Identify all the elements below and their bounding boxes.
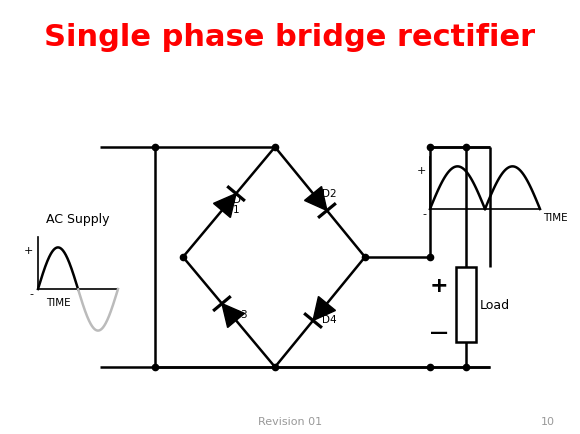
- Text: TIME: TIME: [543, 213, 568, 223]
- Polygon shape: [222, 304, 245, 328]
- Polygon shape: [304, 187, 327, 211]
- Polygon shape: [313, 297, 335, 321]
- Text: —: —: [430, 323, 448, 341]
- Text: +: +: [24, 246, 33, 256]
- Text: D
1: D 1: [233, 194, 241, 215]
- Text: 10: 10: [541, 416, 555, 426]
- Text: D3: D3: [233, 309, 248, 319]
- Text: +: +: [429, 275, 448, 295]
- Text: D2: D2: [322, 188, 336, 198]
- Text: -: -: [29, 288, 33, 298]
- Text: TIME: TIME: [46, 297, 71, 307]
- Text: AC Supply: AC Supply: [46, 213, 110, 226]
- Text: D4: D4: [322, 314, 336, 324]
- Text: Single phase bridge rectifier: Single phase bridge rectifier: [45, 23, 535, 53]
- Bar: [456, 267, 476, 342]
- Polygon shape: [213, 194, 236, 218]
- Text: Revision 01: Revision 01: [258, 416, 322, 426]
- Text: -: -: [422, 208, 426, 218]
- Text: +: +: [416, 166, 426, 176]
- Text: Load: Load: [480, 298, 510, 311]
